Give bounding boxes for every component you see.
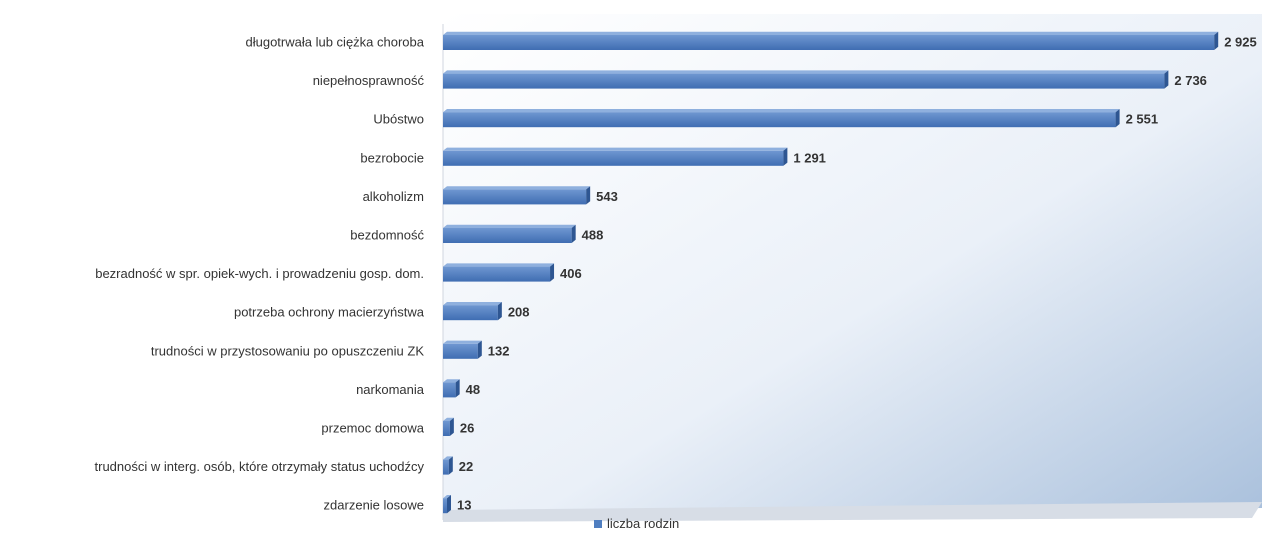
legend: liczba rodzin	[594, 516, 679, 531]
value-label: 132	[488, 343, 510, 358]
plot-back-wall	[443, 14, 1262, 518]
value-label: 1 291	[793, 150, 826, 165]
value-label: 22	[459, 459, 473, 474]
bar-side-face	[449, 417, 454, 436]
bar-side-face	[448, 456, 453, 475]
bar-top-face	[443, 147, 788, 151]
bar	[443, 150, 784, 166]
bar-top-face	[443, 379, 460, 383]
bar	[443, 382, 456, 398]
value-label: 208	[508, 305, 530, 320]
bar-top-face	[443, 340, 482, 344]
bar-top-face	[443, 70, 1169, 74]
bar-side-face	[783, 147, 788, 166]
category-label: zdarzenie losowe	[324, 498, 424, 513]
bar-side-face	[477, 340, 482, 359]
bar-top-face	[443, 31, 1219, 35]
category-label: bezradność w spr. opiek-wych. i prowadze…	[95, 266, 424, 281]
bar-side-face	[455, 379, 460, 398]
bar	[443, 189, 587, 205]
bar-top-face	[443, 417, 454, 421]
legend-label: liczba rodzin	[607, 516, 680, 531]
bar	[443, 459, 449, 475]
bar	[443, 421, 450, 436]
category-label: trudności w interg. osób, które otrzymał…	[95, 459, 425, 474]
bar-top-face	[443, 495, 451, 499]
value-label: 406	[560, 266, 582, 281]
value-label: 2 925	[1224, 35, 1257, 50]
bar-side-face	[1115, 109, 1120, 128]
bar	[443, 112, 1116, 128]
category-label: przemoc domowa	[321, 421, 424, 436]
bar	[443, 35, 1215, 50]
legend-swatch	[594, 519, 602, 528]
bar	[443, 266, 551, 282]
bar-side-face	[497, 302, 502, 321]
bar-top-face	[443, 109, 1120, 113]
value-label: 13	[457, 498, 471, 513]
category-label: niepełnosprawność	[313, 73, 425, 88]
value-label: 2 736	[1174, 73, 1207, 88]
bar-side-face	[586, 186, 591, 205]
bar-side-face	[1164, 70, 1169, 89]
category-label: bezrobocie	[360, 150, 424, 165]
value-label: 2 551	[1126, 112, 1159, 127]
bar-side-face	[550, 263, 555, 282]
category-label: trudności w przystosowaniu po opuszczeni…	[151, 343, 424, 358]
category-label: długotrwała lub ciężka choroba	[246, 35, 425, 50]
plot-floor	[443, 502, 1262, 522]
bar	[443, 73, 1165, 89]
bar	[443, 343, 478, 359]
value-label: 26	[460, 421, 474, 436]
bar	[443, 228, 572, 243]
value-label: 543	[596, 189, 618, 204]
category-label: alkoholizm	[363, 189, 424, 204]
bar-top-face	[443, 302, 502, 306]
category-label: Ubóstwo	[373, 112, 424, 127]
value-label: 48	[466, 382, 480, 397]
category-label: narkomania	[356, 382, 425, 397]
bar-top-face	[443, 186, 591, 190]
value-label: 488	[582, 228, 604, 243]
bar-top-face	[443, 263, 555, 267]
category-label: potrzeba ochrony macierzyństwa	[234, 305, 425, 320]
bar	[443, 498, 447, 514]
bar-side-face	[571, 224, 576, 243]
category-label: bezdomność	[350, 228, 424, 243]
bar-top-face	[443, 224, 576, 228]
bar-top-face	[443, 456, 453, 460]
bar	[443, 305, 498, 321]
bar-side-face	[1214, 31, 1219, 50]
bar-side-face	[447, 495, 451, 514]
